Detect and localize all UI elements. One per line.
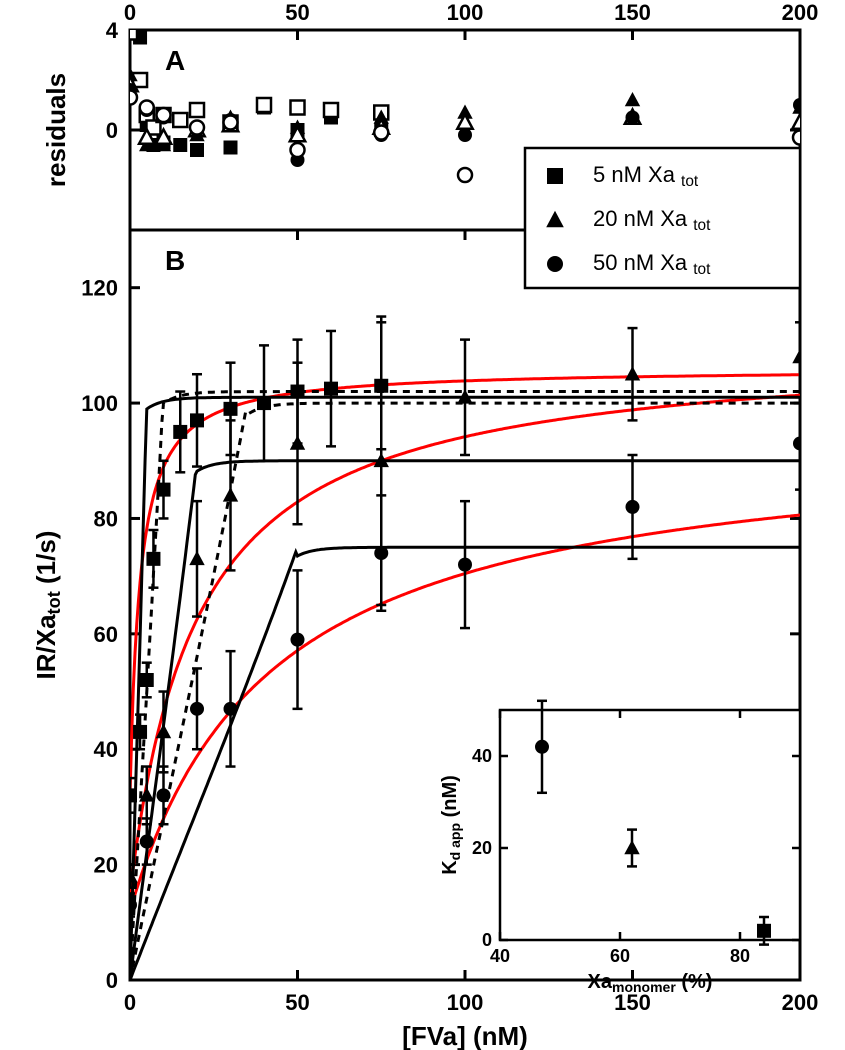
svg-text:40: 40 (472, 746, 492, 766)
svg-text:100: 100 (81, 391, 118, 416)
svg-text:residuals: residuals (41, 73, 71, 187)
svg-text:200: 200 (782, 0, 819, 25)
svg-text:0: 0 (106, 118, 118, 143)
svg-text:[FVa] (nM): [FVa] (nM) (402, 1021, 528, 1050)
chart-svg: 05010015020004residualsA050100150200[FVa… (0, 0, 845, 1050)
svg-text:200: 200 (782, 990, 819, 1015)
svg-text:IR/Xatot (1/s): IR/Xatot (1/s) (31, 531, 64, 680)
svg-text:100: 100 (447, 990, 484, 1015)
svg-text:120: 120 (81, 276, 118, 301)
svg-text:20: 20 (472, 838, 492, 858)
svg-text:60: 60 (610, 946, 630, 966)
svg-text:0: 0 (124, 990, 136, 1015)
svg-text:0: 0 (106, 968, 118, 993)
svg-text:Xamonomer (%): Xamonomer (%) (588, 971, 713, 995)
svg-text:80: 80 (730, 946, 750, 966)
svg-text:40: 40 (94, 737, 118, 762)
svg-text:0: 0 (124, 0, 136, 25)
svg-text:60: 60 (94, 622, 118, 647)
svg-text:20: 20 (94, 853, 118, 878)
svg-text:40: 40 (490, 946, 510, 966)
svg-text:80: 80 (94, 506, 118, 531)
svg-text:Kd app (nM): Kd app (nM) (439, 775, 463, 875)
svg-text:0: 0 (482, 930, 492, 950)
svg-text:100: 100 (447, 0, 484, 25)
svg-text:50: 50 (285, 0, 309, 25)
svg-text:A: A (165, 45, 185, 76)
svg-text:50: 50 (285, 990, 309, 1015)
svg-text:B: B (165, 245, 185, 276)
figure-container: 05010015020004residualsA050100150200[FVa… (0, 0, 845, 1050)
svg-text:4: 4 (106, 18, 119, 43)
svg-text:150: 150 (614, 0, 651, 25)
